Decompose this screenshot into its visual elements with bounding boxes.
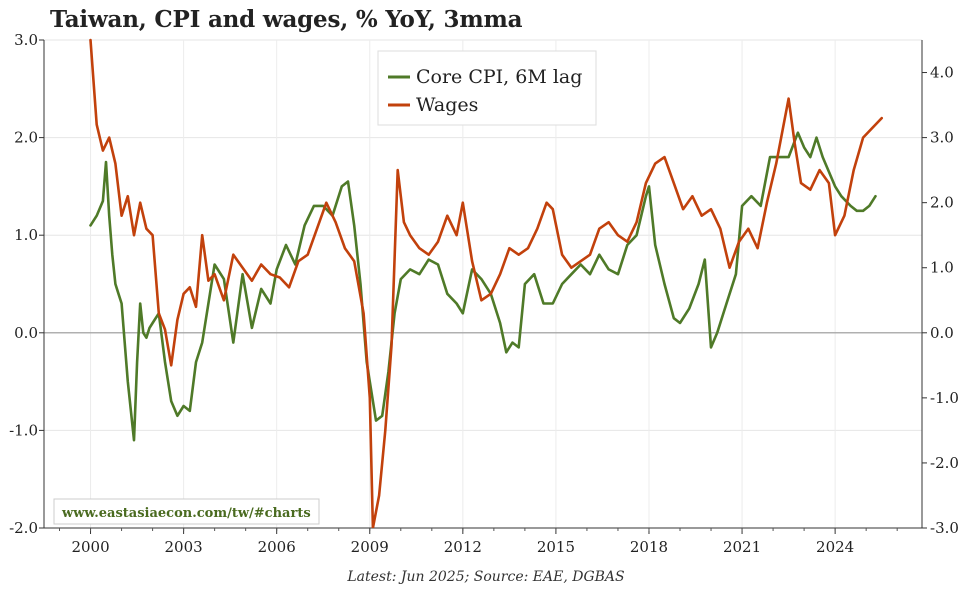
source-note: Latest: Jun 2025; Source: EAE, DGBAS (346, 569, 624, 585)
watermark-box (53, 498, 320, 525)
watermark: www.eastasiaecon.com/tw/#charts (53, 498, 320, 525)
legend-label-wages: Wages (416, 94, 478, 116)
legend-label-core-cpi: Core CPI, 6M lag (416, 66, 582, 88)
x-tick-label: 2021 (723, 538, 761, 556)
right-tick-label: 3.0 (930, 129, 954, 147)
right-tick-label: 4.0 (930, 64, 954, 82)
right-tick-label: -3.0 (930, 519, 959, 537)
legend: Core CPI, 6M lag Wages (377, 50, 597, 126)
x-tick-label: 2006 (258, 538, 296, 556)
right-tick-label: -2.0 (930, 454, 959, 472)
x-tick-label: 2018 (630, 538, 668, 556)
left-tick-label: 1.0 (14, 226, 38, 244)
right-tick-label: -1.0 (930, 389, 959, 407)
left-tick-label: 2.0 (14, 129, 38, 147)
x-tick-label: 2015 (537, 538, 575, 556)
grid (44, 39, 922, 529)
watermark-text: www.eastasiaecon.com/tw/#charts (61, 506, 311, 521)
x-tick-label: 2009 (351, 538, 389, 556)
series-line-wages (89, 38, 884, 528)
x-tick-label: 2024 (816, 538, 854, 556)
right-axis: 4.0 3.0 2.0 1.0 0.0 -1.0 -2.0 -3.0 (922, 64, 959, 537)
plot-frame (43, 40, 923, 529)
legend-box (377, 50, 597, 126)
chart-title: Taiwan, CPI and wages, % YoY, 3mma (50, 6, 523, 33)
series-line-core-cpi (89, 131, 877, 442)
left-tick-label: 3.0 (14, 31, 38, 49)
x-tick-label: 2003 (165, 538, 203, 556)
left-tick-label: 0.0 (14, 324, 38, 342)
left-axis: 3.0 2.0 1.0 0.0 -1.0 -2.0 (9, 31, 44, 537)
left-tick-label: -2.0 (9, 519, 38, 537)
right-tick-label: 1.0 (930, 259, 954, 277)
right-tick-label: 0.0 (930, 324, 954, 342)
right-tick-label: 2.0 (930, 194, 954, 212)
x-tick-label: 2000 (71, 538, 109, 556)
x-tick-label: 2012 (444, 538, 482, 556)
x-axis: 2000 2003 2006 2009 2012 2015 2018 2021 2024 (59, 528, 898, 556)
series-group (89, 38, 884, 528)
left-tick-label: -1.0 (9, 421, 38, 439)
